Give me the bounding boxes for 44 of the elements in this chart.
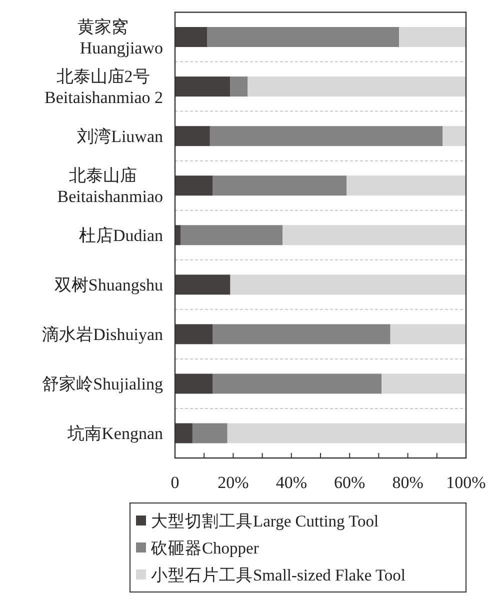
y-tick-label: 北泰山庙 Beitaishanmiao xyxy=(57,166,163,206)
bar xyxy=(180,225,283,246)
x-tick-label: 100% xyxy=(446,473,486,492)
y-tick-label: 黄家窝 Huangjiawo xyxy=(78,18,163,58)
bar xyxy=(230,274,466,295)
bar xyxy=(175,225,181,246)
bar xyxy=(175,423,192,444)
y-tick-label: 北泰山庙2号 Beitaishanmiao 2 xyxy=(44,67,163,108)
bar xyxy=(227,423,466,444)
legend-label: 小型石片工具Small-sized Flake Tool xyxy=(151,566,406,584)
bar xyxy=(212,324,390,344)
legend-label: 砍砸器Chopper xyxy=(150,538,260,558)
bar xyxy=(212,374,382,394)
x-tick-label: 80% xyxy=(392,473,424,492)
bar xyxy=(175,27,208,48)
bar xyxy=(346,176,466,196)
bar xyxy=(442,126,466,146)
x-tick-label: 40% xyxy=(276,473,307,492)
bar xyxy=(175,324,213,344)
y-tick-label: 滴水岩Dishuiyan xyxy=(42,325,164,344)
x-tick-label: 60% xyxy=(334,473,366,492)
bar xyxy=(282,225,466,246)
bar xyxy=(207,27,400,48)
bar xyxy=(248,76,466,97)
bar xyxy=(175,76,230,97)
bar xyxy=(390,324,466,344)
bar xyxy=(212,176,347,196)
bar xyxy=(399,27,466,48)
bar xyxy=(175,374,213,394)
bar xyxy=(192,423,228,444)
y-tick-label: 杜店Dudian xyxy=(78,226,164,246)
x-tick-label: 0 xyxy=(170,473,180,492)
bar xyxy=(175,176,213,196)
bar xyxy=(230,76,248,97)
y-tick-label: 双树Shuangshu xyxy=(54,276,164,295)
y-tick-label: 刘湾Liuwan xyxy=(77,127,164,146)
x-tick-label: 20% xyxy=(218,473,249,492)
bar xyxy=(175,126,210,146)
legend-label: 大型切割工具Large Cutting Tool xyxy=(151,512,380,530)
bar xyxy=(210,126,443,146)
bar xyxy=(175,274,230,295)
y-tick-label: 舒家岭Shujialing xyxy=(42,374,164,394)
bar xyxy=(382,374,466,394)
y-tick-label: 坑南Kengnan xyxy=(66,424,164,444)
